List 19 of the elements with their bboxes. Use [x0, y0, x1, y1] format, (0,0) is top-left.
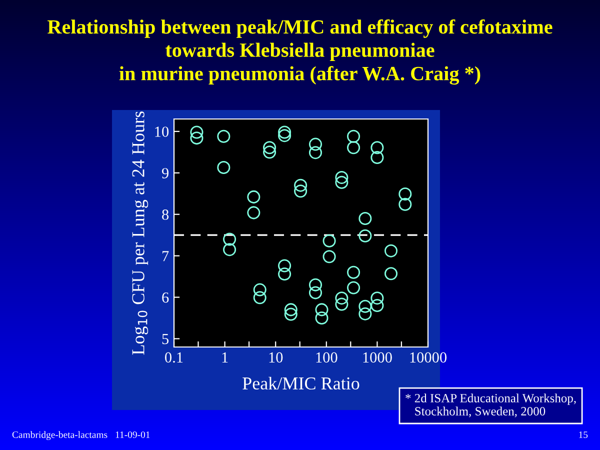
x-tick-label: 0.1	[165, 352, 183, 363]
x-tick-label: 100	[316, 352, 338, 363]
x-axis-title: Peak/MIC Ratio	[242, 376, 360, 390]
y-tick-label: 10	[155, 126, 169, 137]
y-tick-label: 9	[162, 168, 169, 178]
chart-title: Relationship between peak/MIC and efficacy of cefotaxime towards Klebsiella pneumoniae in murine pneumonia (after W.A. Craig *)	[48, 19, 552, 85]
y-axis-title: Log$_{10}$ CFU per Lung at 24 Hours	[132, 111, 148, 355]
y-tick-label: 7	[162, 251, 169, 262]
text: * 2d ISAP Educational Workshop, Stockholm, Sweden, 2000	[406, 394, 576, 418]
text: 11-09-01	[116, 431, 150, 438]
y-tick-label: 6	[162, 292, 169, 303]
text: Cambridge-beta-lactams	[12, 431, 108, 440]
x-tick-label: 1000	[363, 352, 392, 363]
y-tick-label: 8	[162, 209, 169, 220]
text: 15	[579, 432, 588, 438]
x-tick-label: 1	[222, 352, 228, 362]
x-tick-label: 10	[269, 352, 283, 363]
x-tick-label: 10000	[410, 352, 447, 363]
y-tick-label: 5	[162, 334, 169, 344]
